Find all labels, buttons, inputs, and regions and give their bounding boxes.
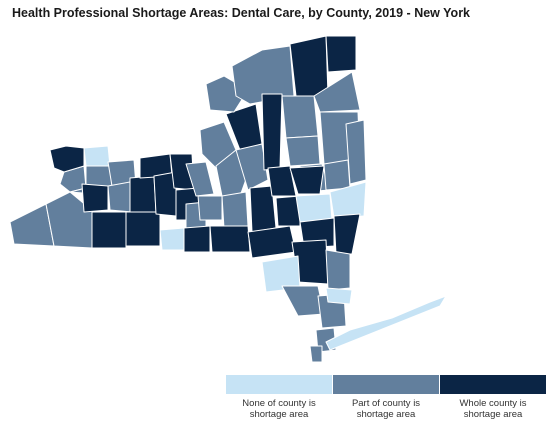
- county-shape: [325, 295, 447, 351]
- county-shape: [159, 227, 187, 251]
- county-shape: [313, 71, 361, 113]
- legend-swatch-part: [333, 375, 439, 394]
- map-title: Health Professional Shortage Areas: Dent…: [12, 6, 471, 20]
- county-shape: [221, 191, 249, 229]
- county-shape: [83, 145, 111, 167]
- county-shape: [325, 249, 351, 291]
- county-shape: [289, 35, 329, 97]
- county-shape: [281, 285, 325, 317]
- county-shape: [49, 145, 85, 173]
- county-shape: [281, 95, 319, 139]
- map-legend: None of county is shortage area Part of …: [226, 375, 546, 423]
- county-shape: [309, 345, 323, 363]
- county-shape: [81, 183, 109, 213]
- legend-item-part: Part of county is shortage area: [333, 375, 439, 420]
- county-shapes: [9, 35, 447, 363]
- new-york-county-map: [9, 35, 447, 363]
- county-shape: [323, 159, 351, 191]
- county-shape: [285, 135, 321, 167]
- county-shape: [91, 211, 127, 249]
- county-shape: [197, 195, 223, 221]
- county-shape: [107, 181, 133, 213]
- legend-label-part: Part of county is shortage area: [351, 398, 421, 420]
- county-shape: [325, 287, 353, 305]
- legend-swatch-whole: [440, 375, 546, 394]
- county-shape: [329, 181, 367, 219]
- county-shape: [275, 195, 301, 227]
- county-shape: [185, 161, 215, 197]
- county-shape: [345, 119, 367, 185]
- county-shape: [235, 143, 269, 191]
- legend-label-whole: Whole county is shortage area: [459, 398, 527, 420]
- county-shape: [289, 165, 325, 195]
- county-shape: [209, 225, 251, 253]
- legend-item-whole: Whole county is shortage area: [440, 375, 546, 420]
- county-shape: [125, 211, 161, 247]
- county-shape: [183, 225, 211, 253]
- county-shape: [261, 93, 283, 171]
- county-shape: [325, 35, 357, 73]
- legend-label-none: None of county is shortage area: [242, 398, 316, 420]
- county-shape: [295, 193, 333, 223]
- county-shape: [129, 175, 157, 213]
- county-shape: [333, 213, 361, 255]
- county-shape: [247, 225, 297, 259]
- legend-swatch-none: [226, 375, 332, 394]
- legend-item-none: None of county is shortage area: [226, 375, 332, 420]
